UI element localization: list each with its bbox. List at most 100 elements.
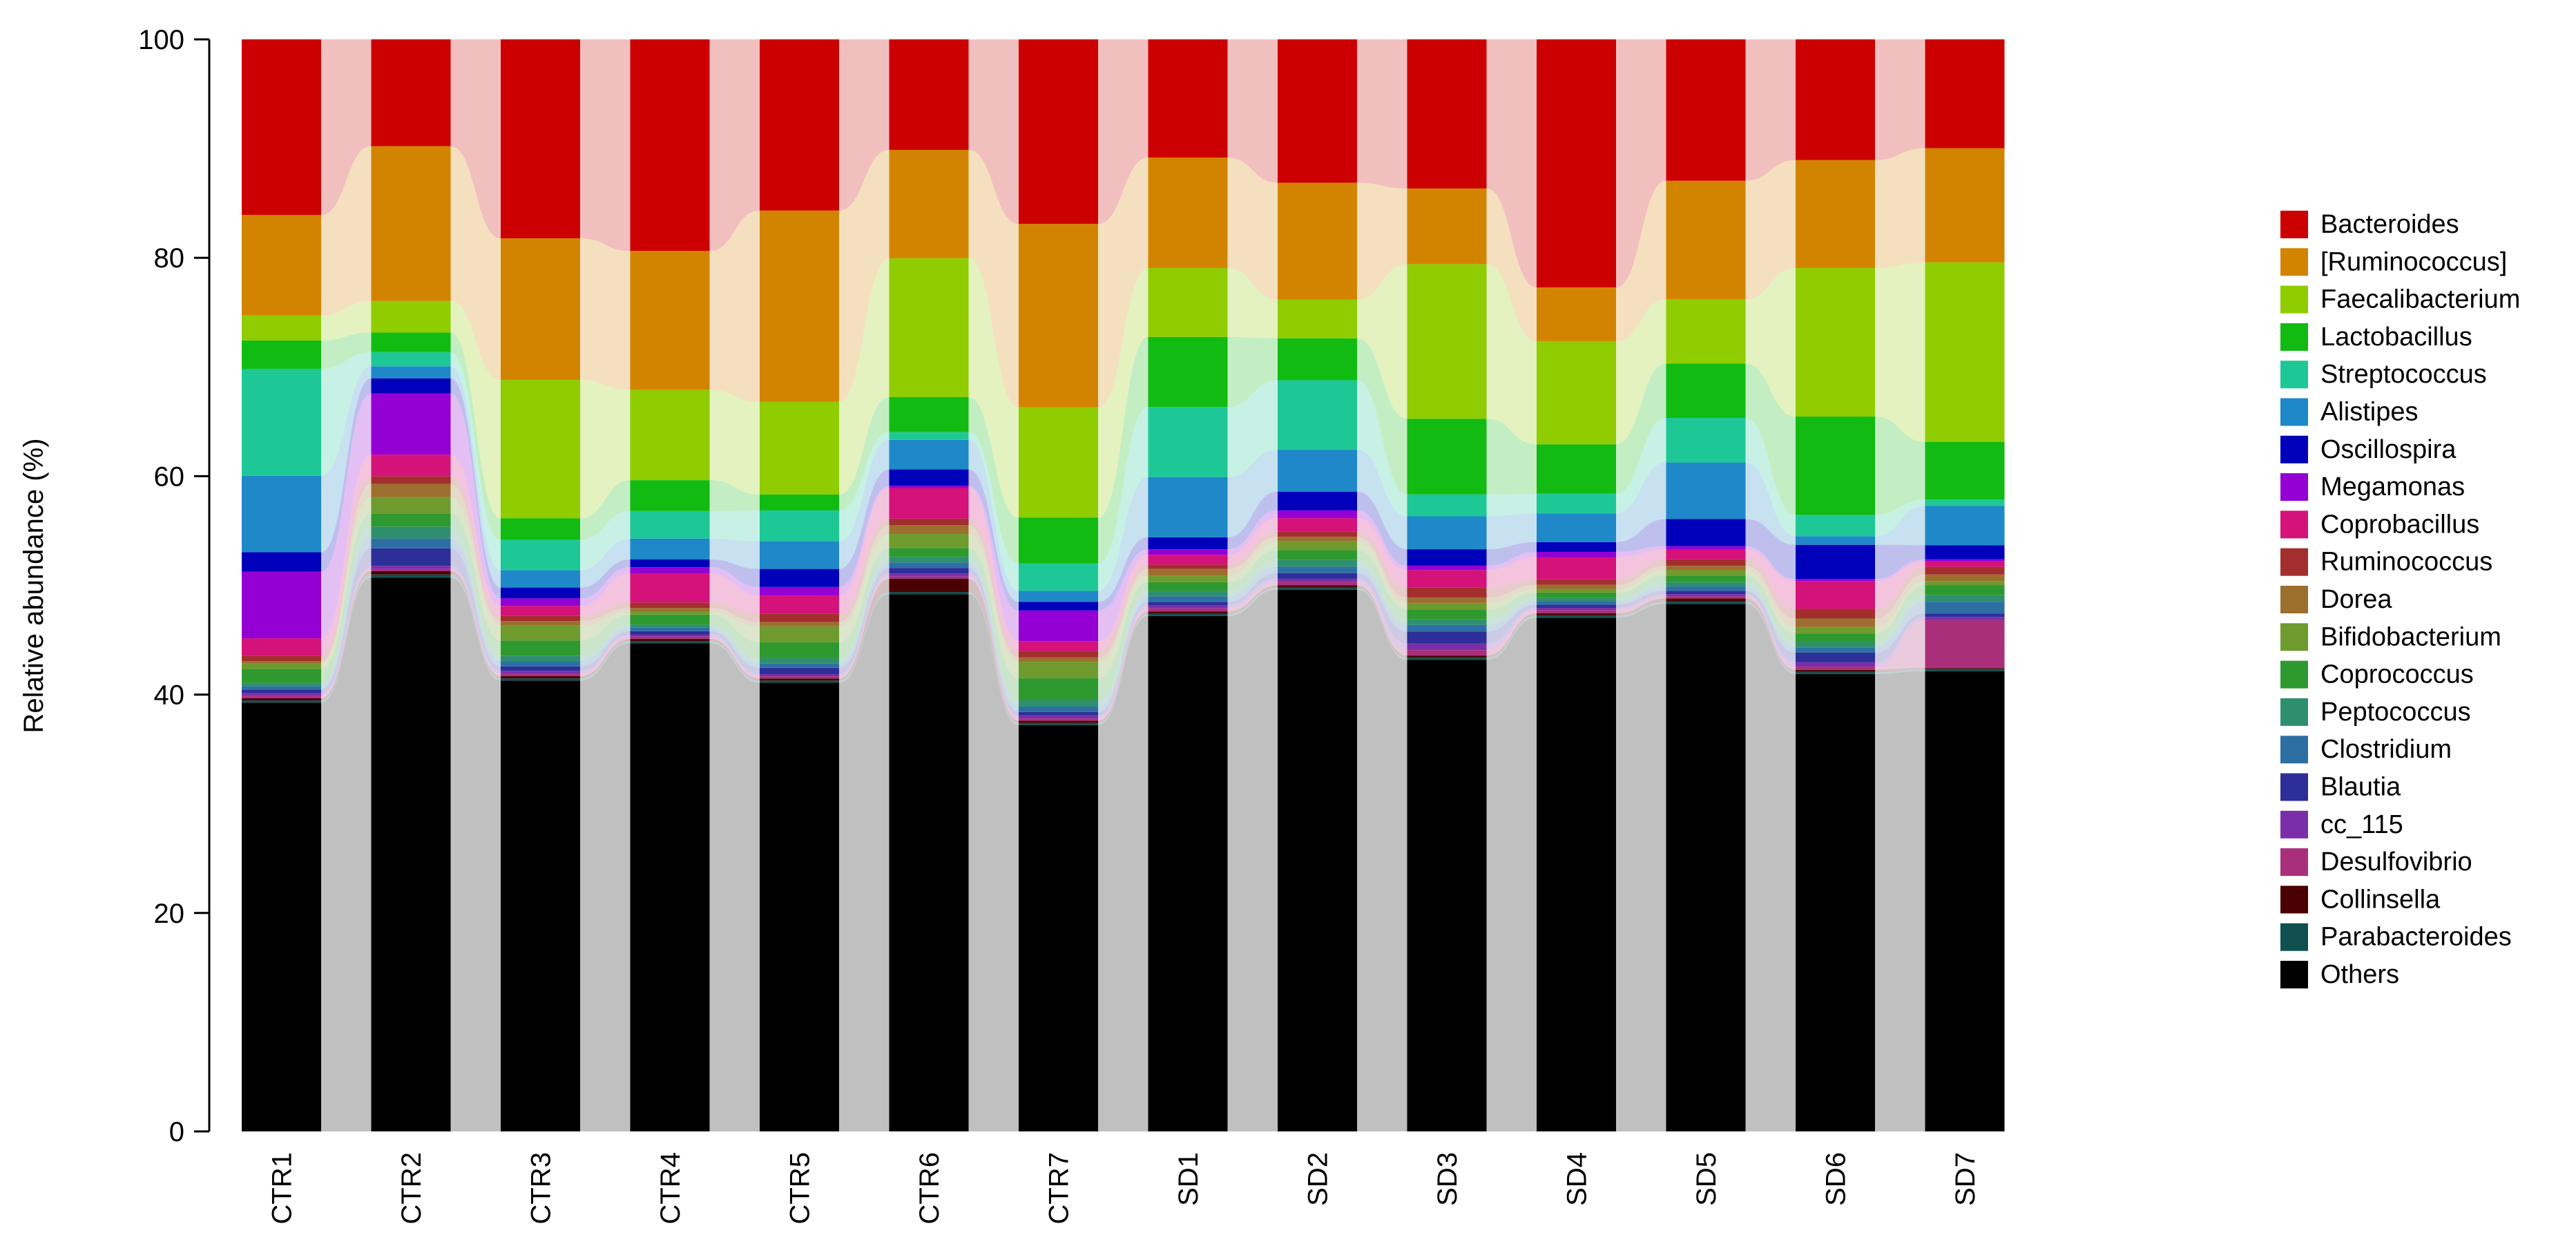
flow-band-alistipes — [580, 538, 631, 588]
bar-segment-sd3-collinsella — [1407, 656, 1487, 658]
bar-segment-sd6-streptococcus — [1796, 515, 1875, 537]
bar-segment-sd4-bifidobacterium — [1537, 589, 1616, 593]
bar-segment-sd6-faecalibacterium — [1796, 268, 1875, 417]
legend-label-desulfovibrio: Desulfovibrio — [2320, 848, 2472, 877]
flow-band-oscillospira — [580, 559, 631, 599]
bar-segment-ctr1-bifidobacterium — [242, 663, 321, 669]
x-tick-label-sd6: SD6 — [1821, 1152, 1852, 1206]
flow-band-bifidobacterium — [321, 497, 372, 669]
bar-segment-sd5-desulfovibrio — [1666, 596, 1746, 599]
bar-segment-sd1-faecalibacterium — [1148, 268, 1228, 337]
bar-segment-ctr2-others — [371, 577, 451, 1131]
flow-band-parabacteroides — [450, 574, 501, 681]
flow-band-blautia — [1227, 573, 1278, 606]
bar-segment-ctr6-others — [889, 594, 969, 1131]
flow-band-cc_115 — [1875, 617, 1925, 667]
bar-segment-ctr3-clostridium — [501, 661, 580, 667]
bar-segment-ctr1-collinsella — [242, 698, 321, 701]
flow-band-oscillospira — [1616, 519, 1666, 553]
bar-segment-sd1-clostridium — [1148, 596, 1228, 602]
flow-band-collinsella — [1227, 585, 1278, 614]
flow-bands — [321, 39, 1925, 1131]
bar-segment-sd3-blautia — [1407, 631, 1487, 644]
bar-segment-sd2-bifidobacterium — [1278, 541, 1357, 551]
flow-band-bacteroides — [709, 39, 760, 251]
flow-band-collinsella — [321, 571, 372, 701]
flow-band-bacteroides — [321, 39, 372, 216]
legend-swatch-faecalibacterium — [2280, 285, 2308, 314]
flow-band-lactobacillus — [1745, 363, 1796, 515]
bar-segment-sd6-desulfovibrio — [1796, 667, 1875, 670]
flow-band-collinsella — [709, 638, 760, 681]
flow-band-collinsella — [1486, 613, 1537, 658]
flow-band-bifidobacterium — [1486, 589, 1537, 610]
bar-segment-ctr5-streptococcus — [760, 510, 839, 542]
bar-segment-sd7-ruminococcus — [1925, 566, 2005, 575]
flow-band-others — [580, 643, 631, 1131]
bar-segment-ctr5-others — [760, 682, 839, 1131]
flow-band-blautia — [1486, 604, 1537, 644]
legend-label-dorea: Dorea — [2320, 585, 2392, 614]
legend-label-coprobacillus: Coprobacillus — [2320, 510, 2479, 539]
bar-segment-ctr4-faecalibacterium — [630, 390, 710, 481]
bar-segment-ctr4-coprobacillus — [630, 573, 710, 603]
bar-segment-sd6-megamonas — [1796, 579, 1875, 582]
bar-segment-ctr5-bifidobacterium — [760, 626, 839, 642]
bar-segment-sd6-bifidobacterium — [1796, 626, 1875, 634]
flow-band-bacteroides — [1227, 39, 1278, 183]
bar-segment-sd4-lactobacillus — [1537, 444, 1616, 494]
flow-band-faecalibacterium — [321, 300, 372, 341]
flow-band-alistipes — [968, 439, 1019, 602]
bar-segment-ctr6-ruminococcus — [889, 518, 969, 526]
bar-segment-sd1-parabacteroides — [1148, 613, 1228, 616]
legend-swatch-desulfovibrio — [2280, 848, 2308, 877]
bar-segment-ctr6-megamonas — [889, 486, 969, 488]
flow-band-oscillospira — [1745, 519, 1796, 580]
bar-segment-ctr4-coprococcus — [630, 614, 710, 625]
legend-swatch-dorea — [2280, 586, 2308, 613]
flow-band-clostridium — [450, 538, 501, 667]
bar-segment-ctr2-peptococcus — [371, 526, 451, 539]
bar-segment-sd6-blautia — [1796, 652, 1875, 662]
flow-band-peptococcus — [580, 624, 631, 662]
bar-segment-sd3-coprococcus — [1407, 609, 1487, 620]
bar-segment-sd3-alistipes — [1407, 516, 1487, 550]
bar-segment-sd3-bacteroides — [1407, 39, 1487, 189]
bar-segment-sd3-streptococcus — [1407, 494, 1487, 517]
flow-band-alistipes — [1227, 450, 1278, 537]
flow-band-coprococcus — [450, 513, 501, 656]
bar-segment-ctr3-desulfovibrio — [501, 673, 580, 676]
bar-segment-ctr2-streptococcus — [371, 352, 451, 367]
bar-segment-sd6-parabacteroides — [1796, 671, 1875, 674]
bar-segment-ctr6-oscillospira — [889, 469, 969, 486]
bar-segment-sd2-coprobacillus — [1278, 518, 1357, 532]
bar-segment-ctr6-desulfovibrio — [889, 576, 969, 579]
flow-band-clostridium — [1875, 602, 1925, 653]
flow-band-blautia — [450, 548, 501, 671]
bar-segment-sd4-alistipes — [1537, 513, 1616, 542]
flow-band-parabacteroides — [1875, 669, 1925, 674]
bar-segment-ctr7-others — [1019, 725, 1098, 1131]
flow-band-bifidobacterium — [839, 534, 890, 642]
bar-segment-ctr5-bacteroides — [760, 39, 839, 211]
bar-segment-sd7-peptococcus — [1925, 595, 2005, 602]
bar-segment-ctr6-cc_115 — [889, 573, 969, 577]
bar-segment-ctr3-megamonas — [501, 598, 580, 606]
bar-segment-sd3-oscillospira — [1407, 549, 1487, 566]
x-tick-label-ctr1: CTR1 — [267, 1152, 298, 1224]
bar-segment-sd5-coprobacillus — [1666, 549, 1746, 559]
bar-segment-sd4-coprococcus — [1537, 592, 1616, 598]
bar-segment-sd7-streptococcus — [1925, 499, 2005, 506]
flow-band-bifidobacterium — [1227, 541, 1278, 582]
flow-band-streptococcus — [580, 510, 631, 571]
bar-segment-sd5-ruminococcus — [1666, 559, 1746, 566]
x-tick-label-ctr7: CTR7 — [1044, 1152, 1075, 1224]
flow-band-coprobacillus — [968, 488, 1019, 651]
flow-band-cc_115 — [1227, 578, 1278, 609]
bar-segment-sd7-bifidobacterium — [1925, 581, 2005, 586]
flow-band-peptococcus — [1098, 591, 1148, 707]
flow-band-faecalibacterium — [1616, 299, 1666, 445]
bar-segment-ctr5-oscillospira — [760, 568, 839, 587]
bar-segment-ctr4-collinsella — [630, 638, 710, 642]
bar-segment-ctr7-ruminococcus — [1019, 224, 1098, 408]
